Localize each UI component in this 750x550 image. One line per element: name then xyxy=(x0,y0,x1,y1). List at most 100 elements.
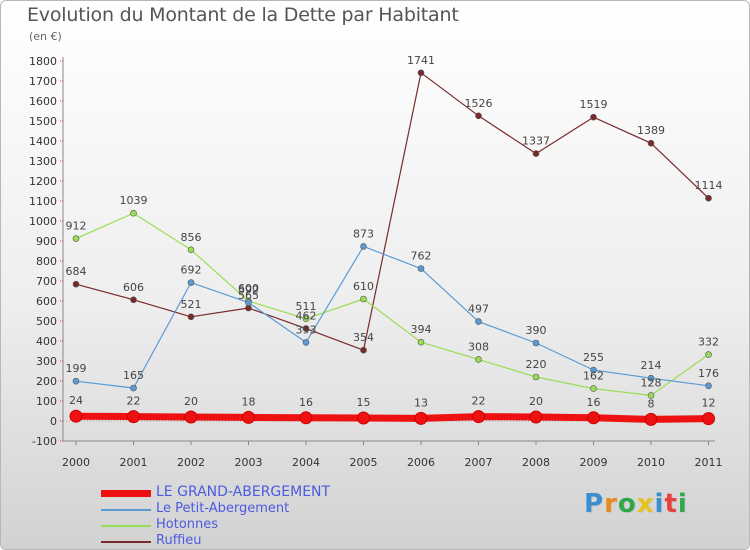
chart-title: Evolution du Montant de la Dette par Hab… xyxy=(27,4,459,26)
data-label: 332 xyxy=(698,336,719,349)
data-label: 912 xyxy=(66,220,87,233)
y-tick-label: 1000 xyxy=(29,215,57,228)
data-label: 176 xyxy=(698,367,719,380)
data-label: 1114 xyxy=(695,179,723,192)
legend-swatch xyxy=(101,525,151,527)
y-tick-label: 1600 xyxy=(29,95,57,108)
data-label: 20 xyxy=(529,395,543,408)
data-label: 354 xyxy=(353,331,374,344)
data-label: 511 xyxy=(296,300,317,313)
chart-subtitle: (en €) xyxy=(29,30,62,43)
legend-label: Le Petit-Abergement xyxy=(156,501,290,516)
data-label: 214 xyxy=(641,359,662,372)
legend-label: Hotonnes xyxy=(156,517,219,532)
data-point xyxy=(417,69,425,77)
y-tick-label: 200 xyxy=(36,375,57,388)
data-point xyxy=(299,411,313,425)
data-label: 592 xyxy=(238,284,259,297)
x-tick-label: 2000 xyxy=(62,456,90,469)
data-label: 1389 xyxy=(637,124,665,137)
data-label: 1519 xyxy=(580,98,608,111)
y-tick-label: 1700 xyxy=(29,75,57,88)
logo-letter: o xyxy=(617,489,637,519)
data-point xyxy=(245,299,252,306)
data-label: 15 xyxy=(357,396,371,409)
x-tick-label: 2003 xyxy=(235,456,263,469)
data-point xyxy=(187,246,195,254)
series-group xyxy=(69,69,715,426)
data-label: 565 xyxy=(238,289,259,302)
data-label: 165 xyxy=(123,369,144,382)
data-label: 1337 xyxy=(522,135,550,148)
legend-swatch xyxy=(101,490,151,497)
data-point xyxy=(590,385,597,392)
data-point xyxy=(414,411,428,425)
series-le-petit-abergement xyxy=(72,243,712,392)
y-tick-label: 700 xyxy=(36,275,57,288)
data-label: 606 xyxy=(123,281,144,294)
data-label: 24 xyxy=(69,394,83,407)
y-tick-label: 0 xyxy=(50,415,57,428)
y-tick-label: 400 xyxy=(36,335,57,348)
data-point xyxy=(475,112,482,120)
y-tick-label: 500 xyxy=(36,315,57,328)
y-tick-label: 100 xyxy=(36,395,57,408)
series-hotonnes xyxy=(72,209,712,399)
y-tick-label: 900 xyxy=(36,235,57,248)
proxiti-logo: Proxiti xyxy=(584,489,688,519)
data-label: 1741 xyxy=(407,54,435,67)
y-tick-label: 1300 xyxy=(29,155,57,168)
data-label: 521 xyxy=(181,298,202,311)
data-point xyxy=(705,351,712,358)
data-point xyxy=(72,235,80,242)
axes xyxy=(62,57,715,442)
series-ruffieu xyxy=(72,69,712,354)
data-label: 610 xyxy=(353,280,374,293)
data-point xyxy=(130,296,137,304)
data-point xyxy=(705,194,712,202)
data-point xyxy=(130,209,137,217)
data-point xyxy=(130,384,137,392)
data-label: 18 xyxy=(242,395,256,408)
series-line xyxy=(75,245,710,389)
data-label: 394 xyxy=(411,323,432,336)
data-point xyxy=(187,313,195,321)
data-label: 22 xyxy=(127,395,141,408)
data-point xyxy=(647,139,655,147)
y-tick-label: 1200 xyxy=(29,175,57,188)
x-tick-label: 2008 xyxy=(522,456,550,469)
x-tick-label: 2007 xyxy=(465,456,493,469)
y-tick-label: -100 xyxy=(32,435,57,448)
data-label: 692 xyxy=(181,264,202,277)
data-point xyxy=(302,339,310,346)
y-tick-label: 1500 xyxy=(29,115,57,128)
logo-letter: x xyxy=(636,489,655,519)
data-point xyxy=(702,412,715,426)
data-label: 393 xyxy=(296,323,317,336)
x-tick-label: 2010 xyxy=(637,456,665,469)
data-point xyxy=(187,279,195,286)
logo-letter: i xyxy=(654,489,665,519)
data-label: 220 xyxy=(526,358,547,371)
data-point xyxy=(242,410,255,424)
data-label: 13 xyxy=(414,396,428,409)
data-point xyxy=(357,411,370,425)
data-label: 390 xyxy=(526,324,547,337)
data-point xyxy=(72,280,80,288)
data-label: 308 xyxy=(468,340,489,353)
logo-letter: t xyxy=(664,489,678,519)
legend-label: LE GRAND-ABERGEMENT xyxy=(156,484,331,500)
data-point xyxy=(532,373,540,381)
data-point xyxy=(72,377,80,385)
data-label: 856 xyxy=(181,231,202,244)
axis-ticks: -100 0 100 200 300 400 500 600 700 800 900 1000 1100… xyxy=(29,55,723,469)
data-label: 684 xyxy=(66,265,87,278)
data-label: 8 xyxy=(648,397,655,410)
data-point xyxy=(69,409,83,423)
y-tick-label: 1800 xyxy=(29,55,57,68)
series-line xyxy=(72,412,712,423)
series-line xyxy=(75,72,710,351)
x-tick-label: 2005 xyxy=(350,456,378,469)
data-point xyxy=(590,366,597,374)
